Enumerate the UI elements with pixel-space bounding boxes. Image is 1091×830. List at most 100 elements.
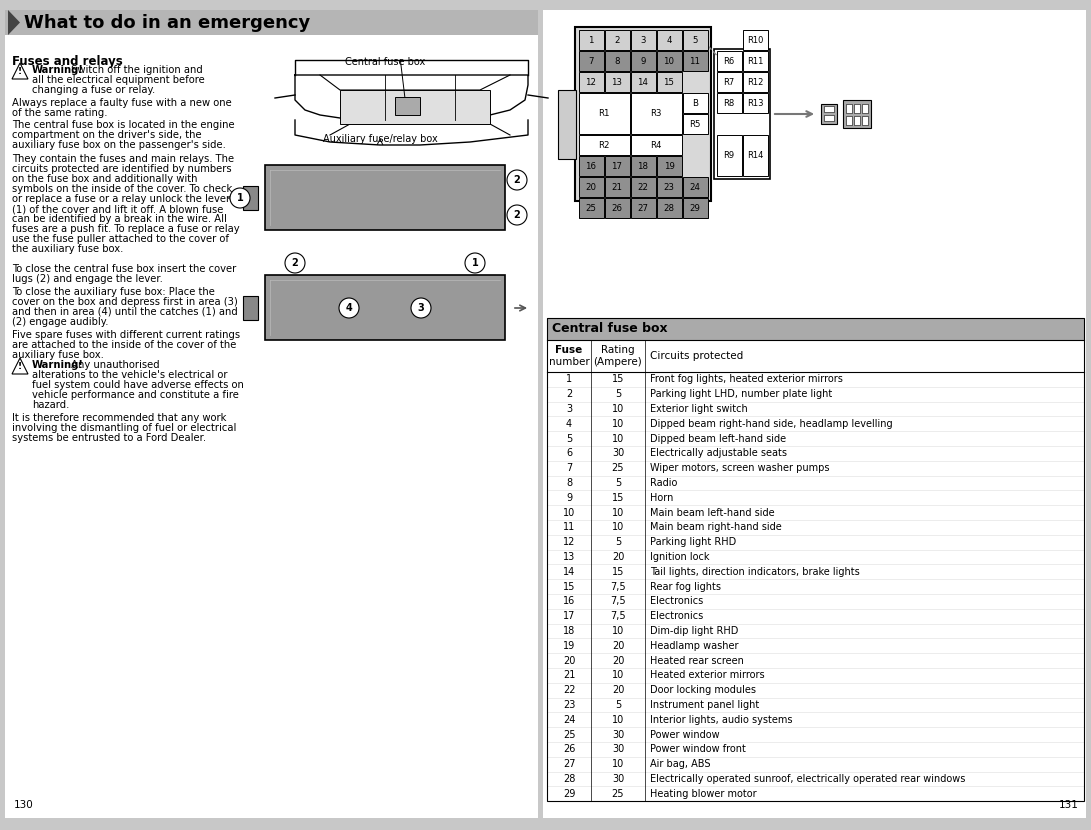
Text: Exterior light switch: Exterior light switch bbox=[650, 404, 747, 414]
Text: Fuses and relays: Fuses and relays bbox=[12, 55, 123, 68]
Text: 23: 23 bbox=[563, 700, 575, 710]
Text: 20: 20 bbox=[612, 552, 624, 562]
Bar bbox=[683, 115, 707, 134]
Text: (Ampere): (Ampere) bbox=[594, 357, 643, 367]
Bar bbox=[5, 10, 538, 35]
Text: 10: 10 bbox=[663, 57, 674, 66]
Text: 24: 24 bbox=[690, 183, 700, 192]
Text: R10: R10 bbox=[747, 36, 764, 45]
Text: Fuse: Fuse bbox=[555, 345, 583, 355]
Bar bbox=[683, 94, 707, 114]
Text: of the same rating.: of the same rating. bbox=[12, 108, 108, 118]
Bar bbox=[578, 135, 630, 155]
Text: Air bag, ABS: Air bag, ABS bbox=[650, 759, 710, 769]
Text: all the electrical equipment before: all the electrical equipment before bbox=[32, 75, 205, 85]
Text: 14: 14 bbox=[563, 567, 575, 577]
Text: R5: R5 bbox=[690, 120, 700, 129]
Text: systems be entrusted to a Ford Dealer.: systems be entrusted to a Ford Dealer. bbox=[12, 433, 206, 443]
Text: 15: 15 bbox=[563, 582, 575, 592]
Text: Electronics: Electronics bbox=[650, 597, 704, 607]
Text: lugs (2) and engage the lever.: lugs (2) and engage the lever. bbox=[12, 274, 163, 284]
Text: 28: 28 bbox=[663, 204, 674, 213]
Text: Power window: Power window bbox=[650, 730, 720, 740]
Text: 5: 5 bbox=[615, 537, 621, 547]
Text: 25: 25 bbox=[563, 730, 575, 740]
Text: Circuits protected: Circuits protected bbox=[650, 351, 743, 361]
Text: Central fuse box: Central fuse box bbox=[345, 57, 425, 67]
Text: 3: 3 bbox=[640, 36, 646, 45]
Text: Rear fog lights: Rear fog lights bbox=[650, 582, 721, 592]
Text: 27: 27 bbox=[563, 759, 575, 769]
Text: 24: 24 bbox=[563, 715, 575, 725]
Text: To close the central fuse box insert the cover: To close the central fuse box insert the… bbox=[12, 264, 237, 274]
Text: (2) engage audibly.: (2) engage audibly. bbox=[12, 317, 108, 327]
Text: 30: 30 bbox=[612, 730, 624, 740]
Text: 10: 10 bbox=[563, 508, 575, 518]
Text: 26: 26 bbox=[563, 745, 575, 754]
Bar bbox=[846, 104, 852, 113]
Text: Main beam left-hand side: Main beam left-hand side bbox=[650, 508, 775, 518]
Text: Front fog lights, heated exterior mirrors: Front fog lights, heated exterior mirror… bbox=[650, 374, 843, 384]
Text: the auxiliary fuse box.: the auxiliary fuse box. bbox=[12, 244, 123, 254]
Text: Heated rear screen: Heated rear screen bbox=[650, 656, 744, 666]
Bar bbox=[547, 340, 1084, 372]
Text: 11: 11 bbox=[690, 57, 700, 66]
Text: 10: 10 bbox=[612, 759, 624, 769]
Text: 30: 30 bbox=[612, 448, 624, 458]
Text: 4: 4 bbox=[346, 303, 352, 313]
Text: 3: 3 bbox=[418, 303, 424, 313]
Bar bbox=[717, 72, 742, 92]
Bar bbox=[714, 49, 770, 179]
Text: Always replace a faulty fuse with a new one: Always replace a faulty fuse with a new … bbox=[12, 98, 231, 108]
Polygon shape bbox=[12, 63, 28, 79]
Bar bbox=[578, 198, 603, 218]
Text: R12: R12 bbox=[747, 78, 764, 87]
Bar bbox=[578, 72, 603, 92]
Text: Electrically adjustable seats: Electrically adjustable seats bbox=[650, 448, 787, 458]
Bar bbox=[657, 178, 682, 198]
Bar bbox=[824, 115, 834, 121]
Bar bbox=[657, 157, 682, 177]
Text: auxiliary fuse box.: auxiliary fuse box. bbox=[12, 350, 104, 360]
Text: 21: 21 bbox=[611, 183, 623, 192]
Circle shape bbox=[339, 298, 359, 318]
Bar bbox=[631, 94, 682, 134]
Text: 17: 17 bbox=[611, 162, 623, 171]
Text: R14: R14 bbox=[747, 152, 764, 160]
Text: 30: 30 bbox=[612, 745, 624, 754]
Text: 5: 5 bbox=[693, 36, 698, 45]
Text: 1: 1 bbox=[588, 36, 594, 45]
Text: fuel system could have adverse effects on: fuel system could have adverse effects o… bbox=[32, 380, 244, 390]
Text: 10: 10 bbox=[612, 508, 624, 518]
Text: 18: 18 bbox=[563, 626, 575, 636]
Bar bbox=[631, 72, 656, 92]
Text: 22: 22 bbox=[637, 183, 648, 192]
Text: 5: 5 bbox=[615, 389, 621, 399]
Bar bbox=[575, 27, 711, 201]
Text: 19: 19 bbox=[663, 162, 674, 171]
Text: R13: R13 bbox=[746, 99, 764, 108]
Text: cover on the box and depress first in area (3): cover on the box and depress first in ar… bbox=[12, 297, 238, 307]
Bar bbox=[717, 94, 742, 114]
Bar bbox=[243, 186, 257, 210]
Text: Any unauthorised: Any unauthorised bbox=[68, 360, 159, 370]
Bar bbox=[265, 165, 505, 230]
Text: vehicle performance and constitute a fire: vehicle performance and constitute a fir… bbox=[32, 390, 239, 400]
Text: 25: 25 bbox=[612, 463, 624, 473]
Bar bbox=[854, 116, 860, 125]
Text: What to do in an emergency: What to do in an emergency bbox=[24, 14, 310, 32]
Text: R7: R7 bbox=[723, 78, 734, 87]
Bar bbox=[854, 104, 860, 113]
Bar bbox=[604, 72, 630, 92]
Text: Tail lights, direction indicators, brake lights: Tail lights, direction indicators, brake… bbox=[650, 567, 860, 577]
Text: Heating blower motor: Heating blower motor bbox=[650, 788, 757, 798]
Circle shape bbox=[465, 253, 485, 273]
Circle shape bbox=[507, 170, 527, 190]
Text: They contain the fuses and main relays. The: They contain the fuses and main relays. … bbox=[12, 154, 235, 164]
Text: Warning!: Warning! bbox=[32, 360, 84, 370]
Text: To close the auxiliary fuse box: Place the: To close the auxiliary fuse box: Place t… bbox=[12, 287, 215, 297]
Text: 25: 25 bbox=[612, 788, 624, 798]
Text: 7,5: 7,5 bbox=[610, 611, 626, 621]
Text: 20: 20 bbox=[586, 183, 597, 192]
Text: 2: 2 bbox=[614, 36, 620, 45]
